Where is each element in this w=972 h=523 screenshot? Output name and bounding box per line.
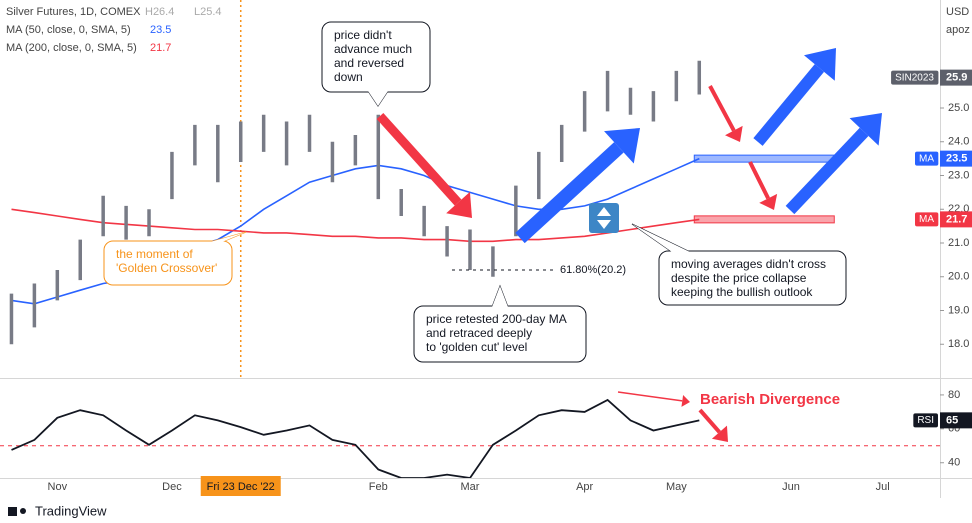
crosshair-label-bg: [200, 476, 281, 496]
arrow-shaft: [515, 142, 624, 244]
callout-pointer-cover: [210, 232, 246, 242]
arrow-shaft: [748, 161, 770, 200]
y-tick-label: 24.0: [948, 136, 969, 148]
callout-text: to 'golden cut' level: [426, 340, 527, 354]
high-label: H26.4: [145, 6, 174, 18]
y-tick-label: 25.0: [948, 102, 969, 114]
ma-tag-text: MA: [919, 214, 934, 225]
x-tick-label: May: [666, 481, 687, 493]
x-tick-label: Dec: [162, 481, 182, 493]
arrow-head: [604, 128, 640, 164]
ma-tag: [915, 212, 939, 227]
arrow-head: [804, 48, 836, 81]
price-tag: [891, 70, 939, 85]
currency-note: apoz: [946, 24, 970, 36]
arrow-head: [759, 193, 778, 210]
arrow-shaft: [708, 85, 736, 132]
callout-text: the moment of: [116, 247, 193, 261]
x-tick-label: Nov: [48, 481, 68, 493]
y-tick-label: 80: [948, 389, 960, 401]
callout-text: price retested 200-day MA: [426, 312, 567, 326]
y-tick-label: 19.0: [948, 304, 969, 316]
ma-projection: [693, 154, 835, 163]
price-tag-text: SIN2023: [895, 72, 934, 83]
price-value: 25.9: [946, 72, 967, 84]
brand-logo: [8, 507, 17, 516]
callout-text: advance much: [334, 42, 412, 56]
x-tick-label: Fri 23 Dec '22: [207, 481, 275, 493]
arrow-head: [711, 425, 728, 442]
callout-text: and reversed: [334, 56, 404, 70]
arrow-shaft: [753, 64, 825, 146]
arrow-head: [446, 191, 472, 218]
x-tick-label: Jun: [782, 481, 800, 493]
arrow-head: [849, 113, 882, 146]
rsi-value-bg: [940, 412, 972, 429]
rsi-tag-text: RSI: [917, 415, 934, 426]
ma-value: 23.5: [946, 153, 967, 165]
swap-icon-arrow: [597, 207, 611, 216]
arrow-shaft: [785, 127, 869, 215]
brand: TradingView: [35, 503, 107, 518]
rsi-tag: [913, 413, 938, 428]
x-tick-label: Apr: [576, 481, 593, 493]
x-tick-label: Mar: [461, 481, 480, 493]
callout-pointer-cover: [368, 91, 388, 106]
divergence-label: Bearish Divergence: [700, 391, 840, 408]
currency: USD: [946, 6, 969, 18]
swap-icon: [589, 203, 619, 233]
callout-text: despite the price collapse: [671, 271, 807, 285]
legend-name: MA (50, close, 0, SMA, 5): [6, 24, 131, 36]
arrow-head: [681, 394, 690, 407]
callout-text: moving averages didn't cross: [671, 257, 826, 271]
price-value-bg: [940, 69, 972, 86]
rsi-value: 65: [946, 414, 958, 426]
y-tick-label: 23.0: [948, 169, 969, 181]
ma-tag-text: MA: [919, 153, 934, 164]
arrow-shaft: [376, 112, 462, 206]
ma-value-bg: [940, 211, 972, 228]
ma-tag: [915, 151, 939, 166]
callout-pointer-cover: [492, 286, 508, 307]
callout-text: keeping the bullish outlook: [671, 285, 813, 299]
y-tick-label: 18.0: [948, 338, 969, 350]
callout-text: and retraced deeply: [426, 326, 532, 340]
fib-label: 61.80%(20.2): [560, 264, 626, 276]
ma-value: 21.7: [946, 213, 967, 225]
arrow-shaft: [698, 408, 721, 434]
arrow-head: [725, 125, 743, 142]
callout-box: [103, 240, 233, 286]
legend-value: 21.7: [150, 42, 171, 54]
ma-value-bg: [940, 150, 972, 167]
x-tick-label: Jul: [876, 481, 890, 493]
legend-value: 23.5: [150, 24, 171, 36]
low-label: L25.4: [194, 6, 222, 18]
legend-name: MA (200, close, 0, SMA, 5): [6, 42, 137, 54]
y-tick-label: 21.0: [948, 237, 969, 249]
callout-text: price didn't: [334, 28, 392, 42]
chart-title: Silver Futures, 1D, COMEX: [6, 6, 141, 18]
arrow-shaft: [617, 391, 683, 402]
x-tick-label: Feb: [369, 481, 388, 493]
callout-text: down: [334, 70, 363, 84]
callout-box: [658, 250, 847, 306]
callout-pointer-cover: [632, 224, 690, 252]
ma-projection: [693, 215, 835, 224]
y-tick-label: 20.0: [948, 271, 969, 283]
swap-icon-arrow: [597, 220, 611, 229]
rsi-line: [11, 398, 700, 478]
brand-logo-dot: [20, 508, 26, 514]
callout-text: 'Golden Crossover': [116, 261, 217, 275]
y-tick-label: 40: [948, 457, 960, 469]
